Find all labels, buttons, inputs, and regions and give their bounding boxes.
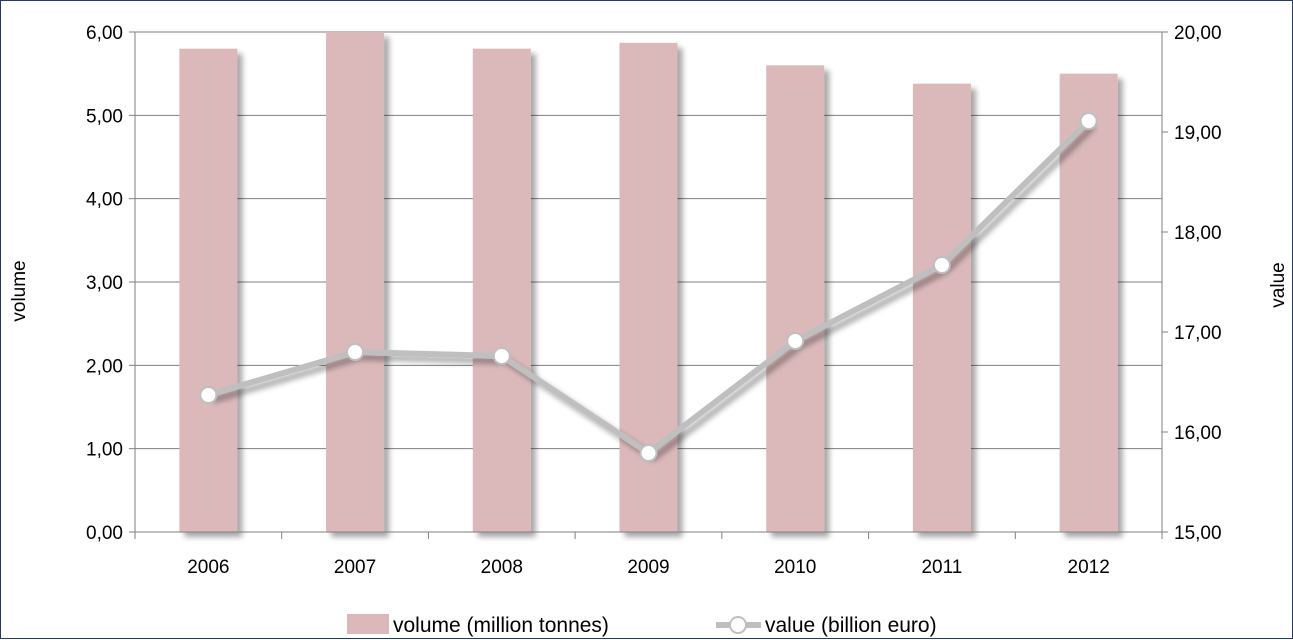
legend: volume (million tonnes) value (billion e… [347, 614, 937, 637]
x-tick-label: 2006 [187, 557, 229, 578]
value-point [639, 444, 658, 462]
y-left-tick-label: 4,00 [86, 190, 123, 211]
y-right-tick-label: 17,00 [1174, 323, 1222, 344]
y-left-tick-label: 5,00 [86, 106, 123, 127]
bar [912, 83, 971, 533]
y-left-tick-label: 1,00 [86, 440, 123, 461]
legend-label-value: value (billion euro) [765, 614, 937, 637]
bar [766, 65, 825, 532]
bar-series-volume [179, 32, 1118, 533]
y-left-tick-label: 3,00 [86, 273, 123, 294]
legend-label-volume: volume (million tonnes) [393, 614, 609, 637]
value-point [932, 256, 951, 274]
y-left-tick-label: 6,00 [86, 23, 123, 44]
x-tick-label: 2011 [921, 557, 962, 578]
bar [326, 32, 385, 532]
axes: 0,00 1,00 2,00 3,00 4,00 5,00 6,00 15,00 16,00 17… [86, 23, 1222, 578]
y-left-tick-label: 0,00 [86, 523, 123, 544]
legend-swatch-volume [347, 614, 389, 634]
y-right-tick-label: 15,00 [1174, 523, 1222, 544]
y-right-axis-title: value [1268, 262, 1289, 307]
value-point [786, 332, 805, 350]
y-right-tick-label: 20,00 [1174, 23, 1222, 44]
bar [179, 48, 238, 533]
value-point [1079, 112, 1098, 130]
y-right-tick-label: 18,00 [1174, 223, 1222, 244]
x-tick-label: 2009 [627, 557, 669, 578]
x-tick-label: 2010 [774, 557, 816, 578]
y-left-axis-title: volume [9, 260, 30, 321]
y-right-tick-label: 16,00 [1174, 423, 1222, 444]
legend-swatch-value-marker [729, 616, 747, 634]
x-tick-label: 2008 [481, 557, 523, 578]
value-point [346, 343, 365, 361]
bar [472, 48, 531, 533]
value-point [492, 347, 511, 365]
x-tick-label: 2007 [334, 557, 376, 578]
line-series-value [199, 112, 1098, 462]
value-point [199, 386, 218, 404]
y-right-tick-label: 19,00 [1174, 123, 1222, 144]
bar [1059, 73, 1118, 533]
x-tick-label: 2012 [1068, 557, 1110, 578]
y-left-tick-label: 2,00 [86, 356, 123, 377]
